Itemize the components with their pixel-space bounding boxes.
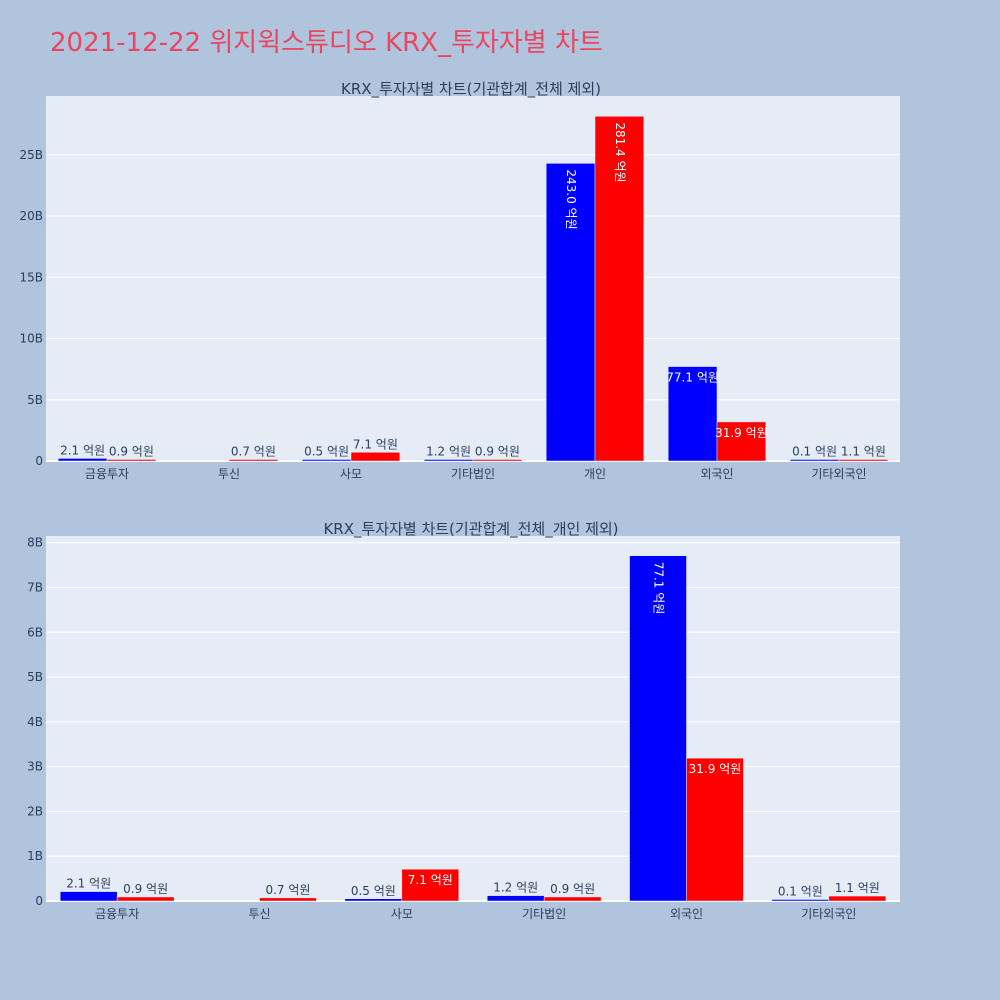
data-label: 0.7 억원 — [265, 883, 310, 897]
bar — [57, 458, 108, 462]
data-label: 7.1 억원 — [408, 873, 453, 887]
bar — [486, 895, 545, 902]
y-tick-label: 5B — [27, 670, 43, 684]
chart-title: KRX_투자자별 차트(기관합계_전체 제외) — [341, 80, 601, 99]
data-label: 1.2 억원 — [493, 881, 538, 895]
data-label: 31.9 억원 — [689, 762, 742, 776]
bar — [350, 452, 401, 462]
data-label: 77.1 억원 — [666, 371, 719, 385]
bar — [116, 896, 175, 902]
bar — [838, 459, 889, 462]
x-tick-label: 외국인 — [700, 467, 733, 481]
x-tick-label: 기타법인 — [522, 907, 566, 921]
bar — [686, 757, 744, 902]
bar — [828, 895, 887, 902]
data-label: 0.5 억원 — [304, 445, 349, 459]
bar — [106, 459, 157, 462]
bar — [667, 366, 718, 462]
plot-area — [46, 96, 900, 461]
bar — [716, 421, 767, 462]
bar — [401, 868, 460, 902]
y-tick-label: 2B — [27, 804, 43, 818]
chart-1: 0 5B 10B 15B 20B 25B KRX_투자자별 차트(기관합계_전체 제외) 금융… — [19, 80, 900, 481]
data-label: 243.0 억원 — [564, 169, 578, 229]
bar — [771, 899, 830, 902]
data-label: 0.1 억원 — [778, 885, 823, 899]
x-tick-label: 사모 — [391, 907, 413, 921]
data-label: 281.4 억원 — [613, 122, 627, 182]
data-label: 7.1 억원 — [353, 437, 398, 451]
bar — [543, 896, 602, 902]
data-label: 2.1 억원 — [66, 877, 111, 891]
bar — [472, 459, 523, 462]
y-tick-label: 1B — [27, 849, 43, 863]
y-tick-label: 6B — [27, 625, 43, 639]
x-tick-label: 금융투자 — [85, 467, 129, 481]
x-tick-label: 기타외국인 — [811, 467, 866, 481]
bar — [629, 555, 687, 902]
bar — [423, 459, 474, 462]
bar — [259, 897, 317, 902]
data-label: 0.1 억원 — [792, 445, 837, 459]
y-tick-label: 0 — [35, 894, 43, 908]
chart-title: KRX_투자자별 차트(기관합계_전체_개인 제외) — [323, 520, 618, 539]
x-tick-label: 개인 — [584, 467, 606, 481]
data-label: 0.9 억원 — [475, 445, 520, 459]
x-tick-label: 투신 — [218, 467, 240, 481]
bar — [59, 891, 118, 902]
y-tick-label: 10B — [19, 332, 43, 346]
bar — [344, 898, 403, 902]
bar — [594, 116, 645, 462]
bar — [228, 459, 279, 462]
x-tick-label: 기타외국인 — [801, 907, 856, 921]
plot-area — [46, 536, 900, 901]
data-label: 0.5 억원 — [351, 884, 396, 898]
y-tick-label: 7B — [27, 581, 43, 595]
data-label: 1.1 억원 — [835, 881, 880, 895]
y-tick-label: 0 — [35, 454, 43, 468]
y-tick-label: 8B — [27, 536, 43, 550]
y-tick-label: 25B — [19, 148, 43, 162]
data-label: 77.1 억원 — [652, 562, 666, 615]
data-label: 0.9 억원 — [123, 882, 168, 896]
x-tick-label: 투신 — [248, 907, 270, 921]
bar — [789, 459, 840, 462]
x-tick-label: 사모 — [340, 467, 362, 481]
data-label: 31.9 억원 — [715, 426, 768, 440]
page-title: 2021-12-22 위지윅스튜디오 KRX_투자자별 차트 — [50, 28, 603, 58]
bar — [301, 459, 352, 462]
data-label: 2.1 억원 — [60, 443, 105, 457]
x-tick-label: 기타법인 — [451, 467, 495, 481]
data-label: 1.2 억원 — [426, 445, 471, 459]
x-tick-label: 금융투자 — [95, 907, 139, 921]
y-tick-label: 5B — [27, 393, 43, 407]
y-tick-label: 4B — [27, 715, 43, 729]
data-label: 0.9 억원 — [109, 445, 154, 459]
chart-2: 0 1B 2B 3B 4B 5B 6B 7B 8B KRX_투자자별 차트(기관합계_전체_개인 … — [27, 520, 900, 921]
y-tick-label: 20B — [19, 209, 43, 223]
y-tick-label: 15B — [19, 270, 43, 284]
data-label: 1.1 억원 — [841, 445, 886, 459]
data-label: 0.9 억원 — [550, 882, 595, 896]
x-tick-label: 외국인 — [670, 907, 703, 921]
data-label: 0.7 억원 — [231, 445, 276, 459]
bar — [545, 163, 596, 462]
y-tick-label: 3B — [27, 760, 43, 774]
